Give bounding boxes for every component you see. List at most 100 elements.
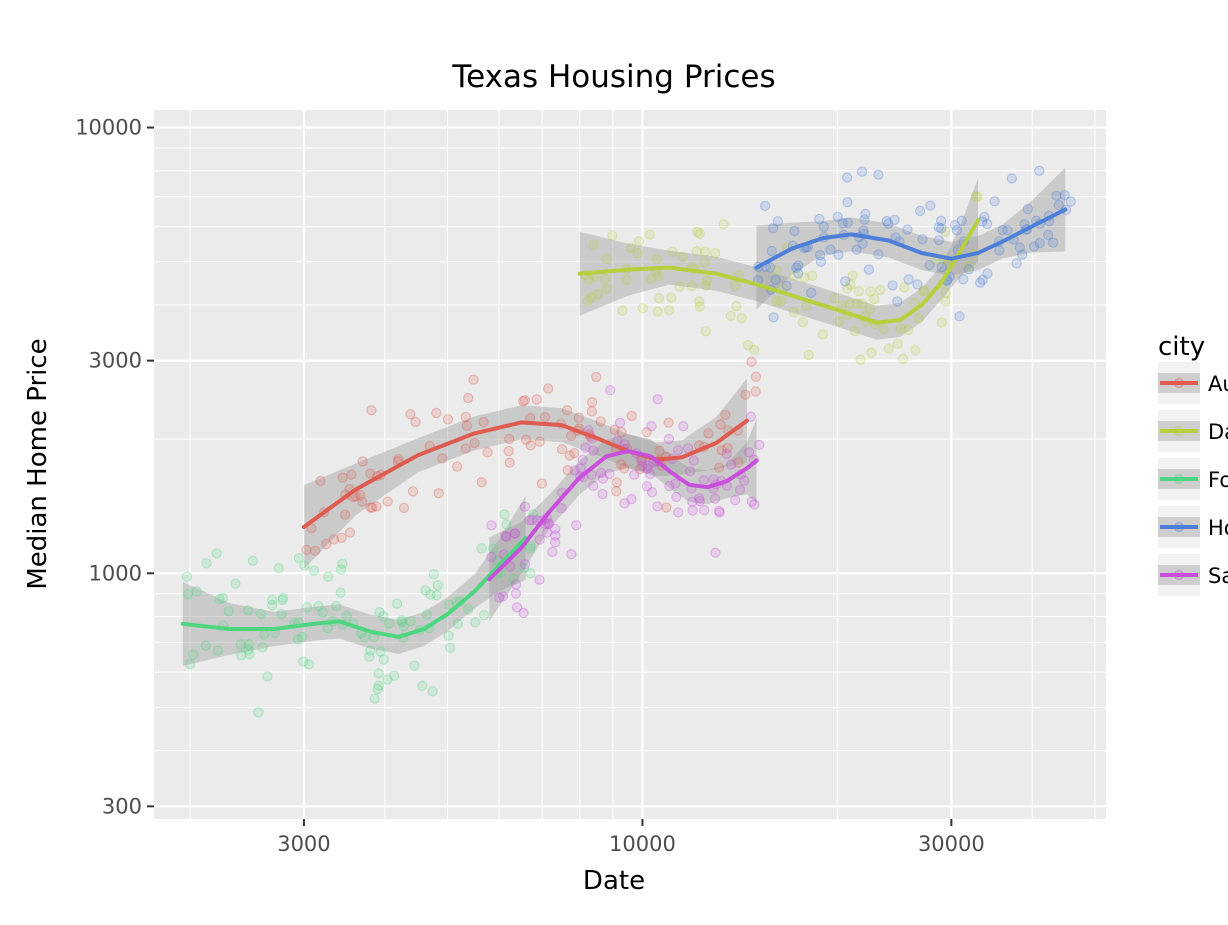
data-point (924, 259, 935, 271)
data-point (742, 339, 754, 351)
data-point (1014, 242, 1026, 253)
data-point (433, 488, 444, 499)
data-point (562, 465, 573, 476)
data-point (626, 410, 637, 422)
data-point (276, 608, 287, 620)
data-point (646, 420, 657, 432)
data-point (211, 548, 222, 559)
data-point (564, 450, 575, 461)
data-point (398, 502, 410, 514)
data-point (519, 559, 531, 570)
legend-title: city (1158, 332, 1205, 362)
data-point (396, 616, 408, 628)
y-tick-label: 1000 (89, 561, 142, 585)
x-tick-label: 3000 (277, 832, 330, 856)
data-point (936, 223, 947, 234)
data-point (666, 292, 677, 303)
data-point (817, 329, 829, 340)
data-point (736, 313, 748, 324)
data-point (958, 274, 969, 285)
data-point (242, 605, 254, 616)
data-point (641, 426, 652, 438)
data-point (524, 515, 535, 526)
data-point (853, 286, 865, 297)
data-point (759, 200, 771, 212)
data-point (851, 244, 862, 255)
data-point (328, 534, 340, 545)
smooth-line (577, 218, 981, 325)
data-point (889, 214, 900, 226)
data-point (842, 283, 853, 294)
data-point (933, 234, 945, 246)
data-point (536, 478, 548, 489)
x-tick-label: 30000 (918, 832, 985, 856)
data-point (750, 371, 762, 382)
data-point (709, 248, 721, 259)
data-point (313, 600, 324, 612)
data-point (726, 459, 737, 470)
data-point (597, 488, 608, 500)
data-point (1002, 225, 1013, 236)
data-point (709, 493, 721, 504)
data-point (734, 484, 746, 496)
data-point (829, 292, 840, 304)
data-point (789, 270, 800, 282)
data-point (460, 443, 471, 454)
data-point (788, 306, 799, 318)
data-point (299, 560, 310, 571)
data-point (721, 448, 732, 460)
data-point (832, 211, 843, 222)
data-point (636, 460, 648, 471)
data-point (1006, 173, 1018, 184)
y-axis-label: Median Home Price (23, 338, 53, 589)
data-point (511, 602, 523, 613)
data-point (253, 707, 264, 718)
data-point (663, 417, 674, 428)
data-point (528, 509, 539, 520)
data-point (534, 436, 545, 447)
data-point (963, 264, 975, 275)
data-point (244, 649, 255, 660)
data-point (692, 226, 703, 238)
data-point (460, 411, 472, 423)
data-point (722, 442, 733, 454)
data-point (768, 312, 779, 323)
data-point (632, 247, 643, 259)
data-point (772, 216, 783, 227)
data-point (601, 283, 612, 295)
data-point (550, 523, 561, 535)
data-point (686, 280, 698, 292)
data-point (508, 573, 519, 585)
data-point (750, 386, 761, 397)
data-point (478, 609, 490, 621)
data-point (565, 430, 577, 441)
data-point (799, 272, 810, 283)
data-point (550, 530, 561, 541)
data-point (187, 649, 199, 660)
data-point (1042, 229, 1054, 241)
data-point (825, 244, 836, 255)
data-point (731, 300, 742, 312)
data-point (356, 496, 368, 507)
data-point (335, 564, 347, 575)
major-gridlines (154, 110, 1106, 819)
data-point (673, 507, 684, 518)
data-point (214, 593, 225, 605)
data-point (678, 420, 689, 432)
data-point (981, 218, 993, 230)
data-point (592, 288, 604, 300)
data-point (994, 245, 1005, 256)
data-point (626, 494, 637, 505)
data-point (573, 412, 584, 423)
data-point (427, 686, 438, 697)
data-point (855, 354, 866, 365)
data-point (373, 668, 384, 679)
data-point (366, 405, 377, 416)
data-point (746, 496, 758, 507)
data-point (1051, 190, 1062, 202)
data-point (814, 213, 825, 225)
data-point (355, 489, 366, 501)
data-point (519, 395, 531, 406)
data-point (543, 383, 554, 394)
data-point (337, 558, 348, 569)
